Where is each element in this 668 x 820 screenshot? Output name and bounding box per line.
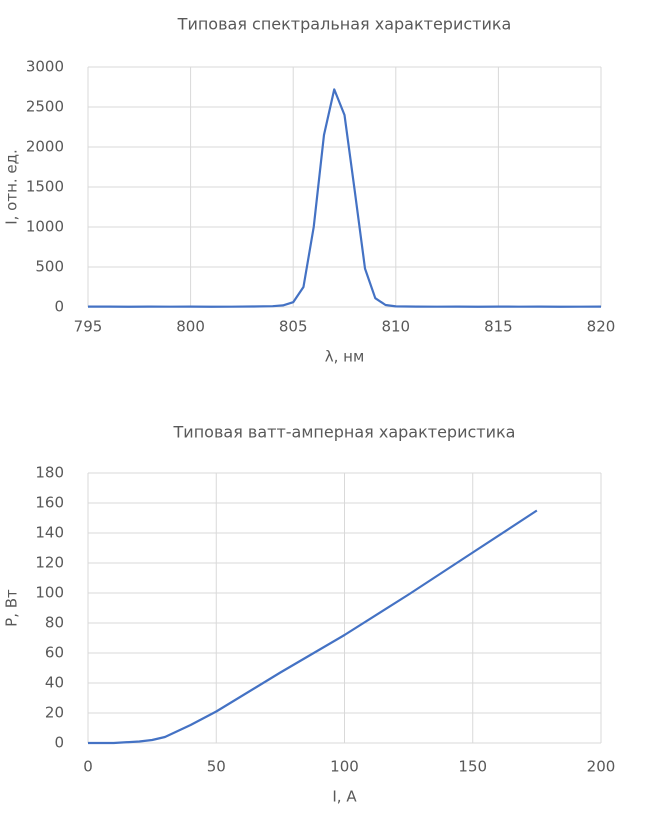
y-tick-label: 180 xyxy=(35,464,64,482)
x-tick-label: 795 xyxy=(74,318,103,336)
y-tick-label: 500 xyxy=(35,258,64,276)
x-tick-label: 820 xyxy=(587,318,616,336)
y-tick-label: 1000 xyxy=(26,218,64,236)
x-tick-label: 810 xyxy=(381,318,410,336)
y-tick-label: 140 xyxy=(35,524,64,542)
y-tick-label: 40 xyxy=(45,674,64,692)
x-tick-label: 0 xyxy=(83,758,93,776)
chart-title: Типовая спектральная характеристика xyxy=(177,15,512,34)
y-tick-label: 100 xyxy=(35,584,64,602)
y-tick-label: 80 xyxy=(45,614,64,632)
y-tick-label: 20 xyxy=(45,704,64,722)
x-axis-label: I, А xyxy=(332,788,357,806)
data-line xyxy=(88,88,602,308)
y-tick-label: 1500 xyxy=(26,178,64,196)
y-tick-label: 160 xyxy=(35,494,64,512)
chart-title: Типовая ватт-амперная характеристика xyxy=(173,423,516,442)
x-tick-label: 150 xyxy=(458,758,487,776)
x-tick-label: 50 xyxy=(207,758,226,776)
y-tick-label: 60 xyxy=(45,644,64,662)
y-tick-label: 0 xyxy=(54,298,64,316)
x-tick-label: 800 xyxy=(176,318,205,336)
y-axis-label: P, Вт xyxy=(3,589,21,627)
y-tick-label: 2000 xyxy=(26,138,64,156)
y-tick-label: 120 xyxy=(35,554,64,572)
x-tick-label: 805 xyxy=(279,318,308,336)
y-tick-label: 0 xyxy=(54,734,64,752)
y-tick-label: 2500 xyxy=(26,98,64,116)
y-tick-label: 3000 xyxy=(26,58,64,76)
data-line xyxy=(88,509,538,745)
x-tick-label: 100 xyxy=(330,758,359,776)
x-tick-label: 200 xyxy=(587,758,616,776)
x-axis-label: λ, нм xyxy=(325,348,365,366)
x-tick-label: 815 xyxy=(484,318,513,336)
y-axis-label: I, отн. ед. xyxy=(3,149,21,225)
